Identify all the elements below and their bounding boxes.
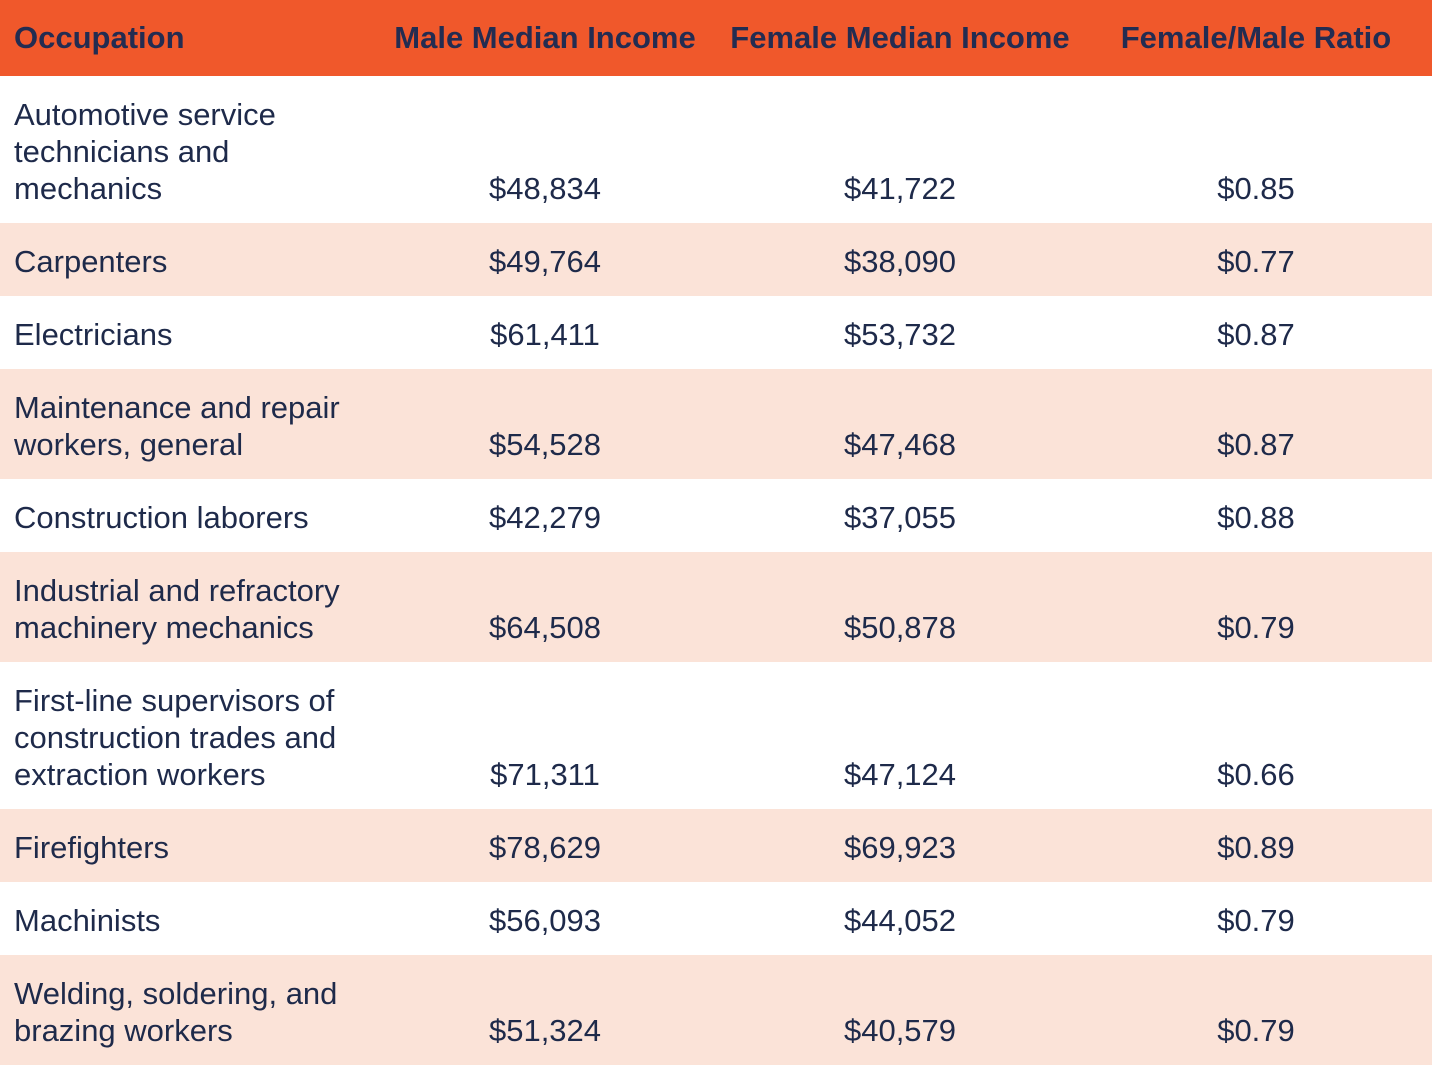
female-income-cell: $37,055 [720,479,1080,552]
male-income-cell: $49,764 [370,223,720,296]
female-income-cell: $44,052 [720,882,1080,955]
table-row: Construction laborers $42,279 $37,055 $0… [0,479,1432,552]
female-income-cell: $47,468 [720,369,1080,479]
occupation-cell: First-line supervisors of construction t… [0,662,370,809]
male-income-cell: $51,324 [370,955,720,1065]
female-income-cell: $50,878 [720,552,1080,662]
ratio-cell: $0.66 [1080,662,1432,809]
table-row: Electricians $61,411 $53,732 $0.87 [0,296,1432,369]
table-row: Firefighters $78,629 $69,923 $0.89 [0,809,1432,882]
table-row: First-line supervisors of construction t… [0,662,1432,809]
ratio-cell: $0.77 [1080,223,1432,296]
occupation-cell: Maintenance and repair workers, general [0,369,370,479]
column-header-occupation: Occupation [0,0,370,76]
male-income-cell: $56,093 [370,882,720,955]
ratio-cell: $0.79 [1080,955,1432,1065]
occupation-cell: Firefighters [0,809,370,882]
female-income-cell: $53,732 [720,296,1080,369]
table-row: Industrial and refractory machinery mech… [0,552,1432,662]
table-row: Machinists $56,093 $44,052 $0.79 [0,882,1432,955]
occupation-cell: Carpenters [0,223,370,296]
ratio-cell: $0.79 [1080,552,1432,662]
ratio-cell: $0.88 [1080,479,1432,552]
male-income-cell: $54,528 [370,369,720,479]
table-row: Automotive service technicians and mecha… [0,76,1432,223]
ratio-cell: $0.85 [1080,76,1432,223]
male-income-cell: $48,834 [370,76,720,223]
male-income-cell: $61,411 [370,296,720,369]
table-header-row: Occupation Male Median Income Female Med… [0,0,1432,76]
female-income-cell: $40,579 [720,955,1080,1065]
table-row: Maintenance and repair workers, general … [0,369,1432,479]
table-row: Carpenters $49,764 $38,090 $0.77 [0,223,1432,296]
table-row: Welding, soldering, and brazing workers … [0,955,1432,1065]
male-income-cell: $42,279 [370,479,720,552]
occupation-cell: Industrial and refractory machinery mech… [0,552,370,662]
male-income-cell: $71,311 [370,662,720,809]
occupation-cell: Machinists [0,882,370,955]
occupation-cell: Automotive service technicians and mecha… [0,76,370,223]
occupation-cell: Welding, soldering, and brazing workers [0,955,370,1065]
female-income-cell: $41,722 [720,76,1080,223]
ratio-cell: $0.89 [1080,809,1432,882]
column-header-male-median-income: Male Median Income [370,0,720,76]
male-income-cell: $64,508 [370,552,720,662]
occupation-cell: Construction laborers [0,479,370,552]
male-income-cell: $78,629 [370,809,720,882]
ratio-cell: $0.87 [1080,296,1432,369]
column-header-female-male-ratio: Female/Male Ratio [1080,0,1432,76]
occupation-cell: Electricians [0,296,370,369]
column-header-female-median-income: Female Median Income [720,0,1080,76]
female-income-cell: $69,923 [720,809,1080,882]
female-income-cell: $47,124 [720,662,1080,809]
ratio-cell: $0.87 [1080,369,1432,479]
ratio-cell: $0.79 [1080,882,1432,955]
female-income-cell: $38,090 [720,223,1080,296]
